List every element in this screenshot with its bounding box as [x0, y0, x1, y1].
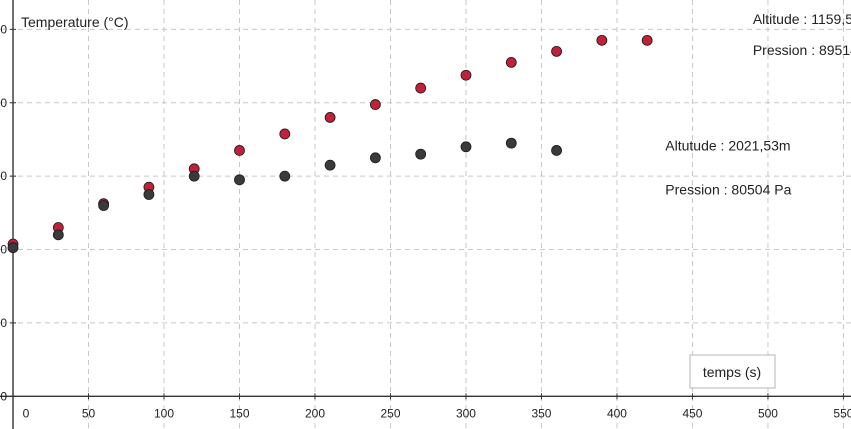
- x-axis-label: temps (s): [703, 364, 761, 380]
- x-tick-label: 0: [23, 406, 30, 420]
- data-point-series-1: [505, 56, 517, 68]
- data-point-series-1: [596, 34, 608, 46]
- x-tick-label: 150: [229, 406, 249, 420]
- annotations: Altitude : 1159,50m Pression : 89514 Pa Al…: [665, 11, 851, 198]
- data-point-series-2: [279, 170, 291, 182]
- data-point-series-2: [505, 137, 517, 149]
- y-tick-label: 60: [0, 169, 7, 183]
- x-axis-label-frame: [689, 354, 776, 389]
- y-axis-label: Temperature (°C): [21, 14, 129, 30]
- y-tick-label: 40: [0, 243, 7, 257]
- data-point-series-1: [279, 128, 291, 140]
- annotation-3: Altutude : 2021,53m: [665, 137, 790, 153]
- y-tick-label: 100: [0, 22, 7, 36]
- data-point-series-2: [7, 242, 19, 254]
- data-point-series-1: [460, 69, 472, 81]
- annotation-1: Altitude : 1159,50m: [753, 11, 851, 27]
- y-tick-label: 80: [0, 96, 7, 110]
- x-tick-label: 100: [154, 406, 174, 420]
- x-tick-label: 400: [607, 406, 627, 420]
- data-point-series-2: [52, 229, 64, 241]
- data-point-series-2: [188, 170, 200, 182]
- data-point-series-2: [234, 174, 245, 186]
- data-point-series-2: [324, 159, 336, 171]
- y-tick-label: 20: [0, 316, 7, 330]
- data-points: [7, 34, 653, 254]
- x-tick-label: 250: [380, 406, 400, 420]
- x-tick-label: 350: [531, 406, 551, 420]
- data-point-series-1: [234, 145, 245, 156]
- data-point-series-2: [551, 145, 562, 156]
- data-point-series-2: [143, 189, 155, 200]
- x-tick-label: 50: [82, 406, 96, 420]
- tick-labels: 0 50 100 150 200 250 300 350 400 450 500 550 0 20 40 60…: [0, 22, 851, 420]
- x-tick-label: 500: [758, 406, 778, 420]
- x-axis-label-box: temps (s): [689, 354, 776, 389]
- data-point-series-1: [324, 112, 336, 123]
- x-tick-label: 300: [456, 406, 476, 420]
- data-point-series-1: [415, 82, 427, 94]
- data-point-series-2: [415, 148, 427, 160]
- data-point-series-2: [460, 141, 472, 153]
- y-tick-label: 0: [0, 389, 7, 403]
- x-tick-label: 550: [833, 406, 851, 420]
- data-point-series-2: [98, 200, 110, 211]
- data-point-series-1: [641, 34, 653, 46]
- annotation-4: Pression : 80504 Pa: [665, 181, 791, 197]
- annotation-2: Pression : 89514 Pa: [753, 42, 851, 58]
- x-tick-label: 200: [305, 406, 325, 420]
- data-point-series-1: [369, 99, 381, 110]
- x-tick-label: 450: [682, 406, 702, 420]
- data-point-series-2: [369, 152, 381, 164]
- data-point-series-1: [551, 45, 562, 57]
